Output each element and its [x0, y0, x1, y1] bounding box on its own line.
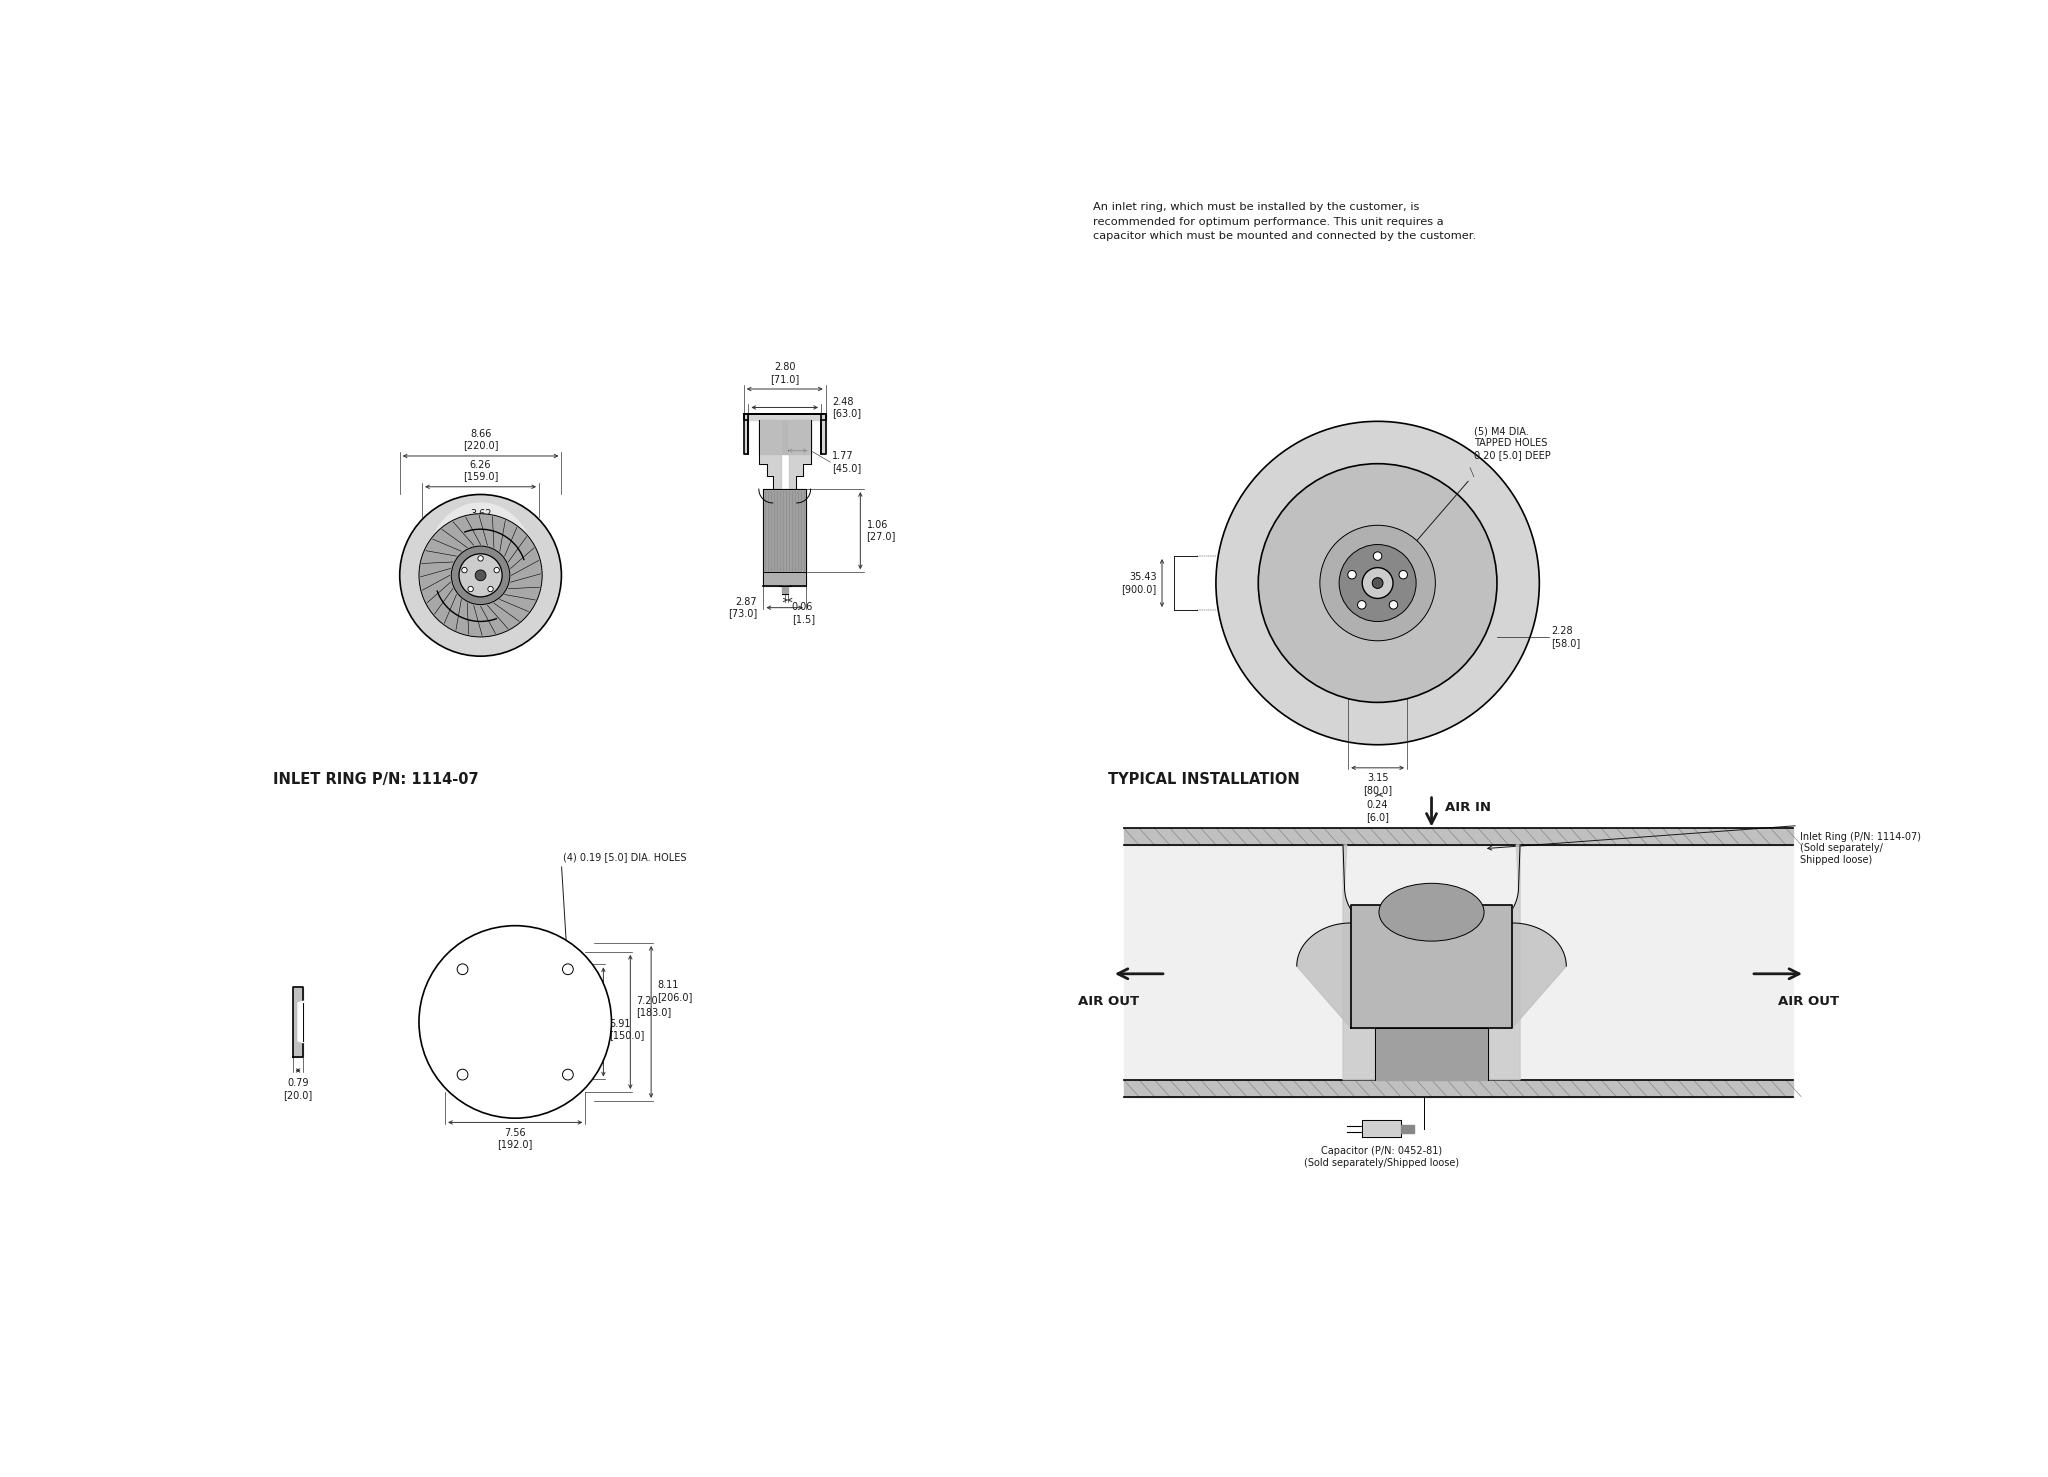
Polygon shape: [1769, 1080, 1786, 1096]
Polygon shape: [1139, 1080, 1155, 1096]
Polygon shape: [299, 1001, 303, 1043]
Polygon shape: [1647, 1080, 1663, 1096]
Text: (4) 0.19 [5.0] DIA. HOLES: (4) 0.19 [5.0] DIA. HOLES: [563, 852, 686, 861]
Polygon shape: [1739, 829, 1755, 845]
Polygon shape: [1708, 829, 1724, 845]
Circle shape: [467, 586, 473, 592]
Polygon shape: [1448, 1080, 1462, 1096]
Polygon shape: [1186, 829, 1200, 845]
Ellipse shape: [426, 502, 535, 625]
Polygon shape: [1509, 829, 1524, 845]
Text: 2.80
[71.0]: 2.80 [71.0]: [770, 362, 799, 384]
Polygon shape: [782, 586, 788, 594]
Polygon shape: [1231, 829, 1247, 845]
Circle shape: [1348, 570, 1356, 579]
Text: 5.91
[150.0]: 5.91 [150.0]: [610, 1019, 645, 1040]
Polygon shape: [1632, 829, 1647, 845]
Circle shape: [563, 964, 573, 975]
Polygon shape: [1493, 1080, 1509, 1096]
Text: 1.06
[27.0]: 1.06 [27.0]: [866, 520, 895, 542]
Circle shape: [1372, 578, 1382, 588]
Circle shape: [457, 964, 467, 975]
Text: Blower: Blower: [1411, 967, 1452, 981]
Polygon shape: [1694, 1080, 1708, 1096]
Polygon shape: [1616, 1080, 1632, 1096]
Polygon shape: [1602, 829, 1616, 845]
Circle shape: [444, 951, 586, 1092]
Circle shape: [487, 586, 494, 592]
Polygon shape: [1343, 845, 1520, 1080]
Polygon shape: [1571, 829, 1585, 845]
Polygon shape: [1415, 1080, 1432, 1096]
Polygon shape: [1694, 829, 1708, 845]
Polygon shape: [760, 419, 780, 489]
Circle shape: [1399, 570, 1407, 579]
Polygon shape: [743, 414, 825, 419]
Polygon shape: [1524, 1080, 1540, 1096]
Text: AIR OUT: AIR OUT: [1778, 995, 1839, 1009]
Polygon shape: [1262, 1080, 1278, 1096]
Circle shape: [399, 495, 561, 656]
Polygon shape: [1401, 1080, 1415, 1096]
Circle shape: [457, 964, 573, 1080]
Polygon shape: [1374, 1028, 1489, 1080]
Polygon shape: [1708, 1080, 1724, 1096]
Polygon shape: [1354, 829, 1370, 845]
Text: 0.79
[20.0]: 0.79 [20.0]: [283, 1078, 313, 1100]
Polygon shape: [1352, 904, 1511, 1028]
Polygon shape: [1186, 1080, 1200, 1096]
Text: 6.26
[159.0]: 6.26 [159.0]: [463, 459, 498, 482]
Polygon shape: [1616, 829, 1632, 845]
Text: (5) M4 DIA.
TAPPED HOLES
0.20 [5.0] DEEP: (5) M4 DIA. TAPPED HOLES 0.20 [5.0] DEEP: [1475, 427, 1550, 459]
Text: 8.11
[206.0]: 8.11 [206.0]: [657, 981, 692, 1001]
Polygon shape: [1169, 1080, 1186, 1096]
Text: 7.56
[192.0]: 7.56 [192.0]: [498, 1128, 532, 1149]
Text: Capacitor (P/N: 0452-81)
(Sold separately/Shipped loose): Capacitor (P/N: 0452-81) (Sold separatel…: [1305, 1146, 1458, 1167]
Polygon shape: [1217, 829, 1231, 845]
Polygon shape: [1755, 1080, 1769, 1096]
Circle shape: [457, 1069, 467, 1080]
Circle shape: [1374, 552, 1382, 560]
Circle shape: [1217, 421, 1540, 744]
Circle shape: [1389, 601, 1397, 609]
Circle shape: [420, 514, 543, 637]
Polygon shape: [1462, 829, 1479, 845]
Polygon shape: [1370, 829, 1384, 845]
Circle shape: [1358, 601, 1366, 609]
Polygon shape: [1124, 829, 1139, 845]
Polygon shape: [1524, 829, 1540, 845]
Polygon shape: [1323, 1080, 1339, 1096]
Text: AIR OUT: AIR OUT: [1077, 995, 1139, 1009]
Circle shape: [477, 555, 483, 561]
Polygon shape: [1724, 829, 1739, 845]
Polygon shape: [764, 489, 807, 572]
Text: AIR IN: AIR IN: [1446, 802, 1491, 814]
Polygon shape: [1217, 1080, 1231, 1096]
Polygon shape: [1677, 1080, 1694, 1096]
Polygon shape: [1663, 829, 1677, 845]
Polygon shape: [1309, 829, 1323, 845]
Polygon shape: [1739, 1080, 1755, 1096]
Circle shape: [563, 1069, 573, 1080]
Polygon shape: [1370, 1080, 1384, 1096]
Polygon shape: [1296, 923, 1352, 1028]
Polygon shape: [1323, 829, 1339, 845]
Text: 8.66
[220.0]: 8.66 [220.0]: [463, 428, 498, 450]
Circle shape: [446, 542, 514, 609]
Polygon shape: [1479, 1080, 1493, 1096]
Polygon shape: [1511, 923, 1567, 1028]
Text: An inlet ring, which must be installed by the customer, is
recommended for optim: An inlet ring, which must be installed b…: [1094, 202, 1477, 241]
Text: 3.62
[92.0]: 3.62 [92.0]: [467, 510, 496, 530]
Polygon shape: [1755, 829, 1769, 845]
Text: TYPICAL INSTALLATION: TYPICAL INSTALLATION: [1108, 771, 1300, 787]
Polygon shape: [1155, 1080, 1169, 1096]
Text: 3.15
[80.0]: 3.15 [80.0]: [1364, 774, 1393, 795]
Circle shape: [461, 567, 467, 573]
Polygon shape: [1278, 829, 1292, 845]
Polygon shape: [1124, 845, 1794, 1080]
Polygon shape: [1677, 829, 1694, 845]
Polygon shape: [1479, 829, 1493, 845]
Text: Inlet Ring (P/N: 1114-07)
(Sold separately/
Shipped loose): Inlet Ring (P/N: 1114-07) (Sold separate…: [1800, 832, 1921, 866]
Polygon shape: [1448, 829, 1462, 845]
Polygon shape: [1647, 829, 1663, 845]
